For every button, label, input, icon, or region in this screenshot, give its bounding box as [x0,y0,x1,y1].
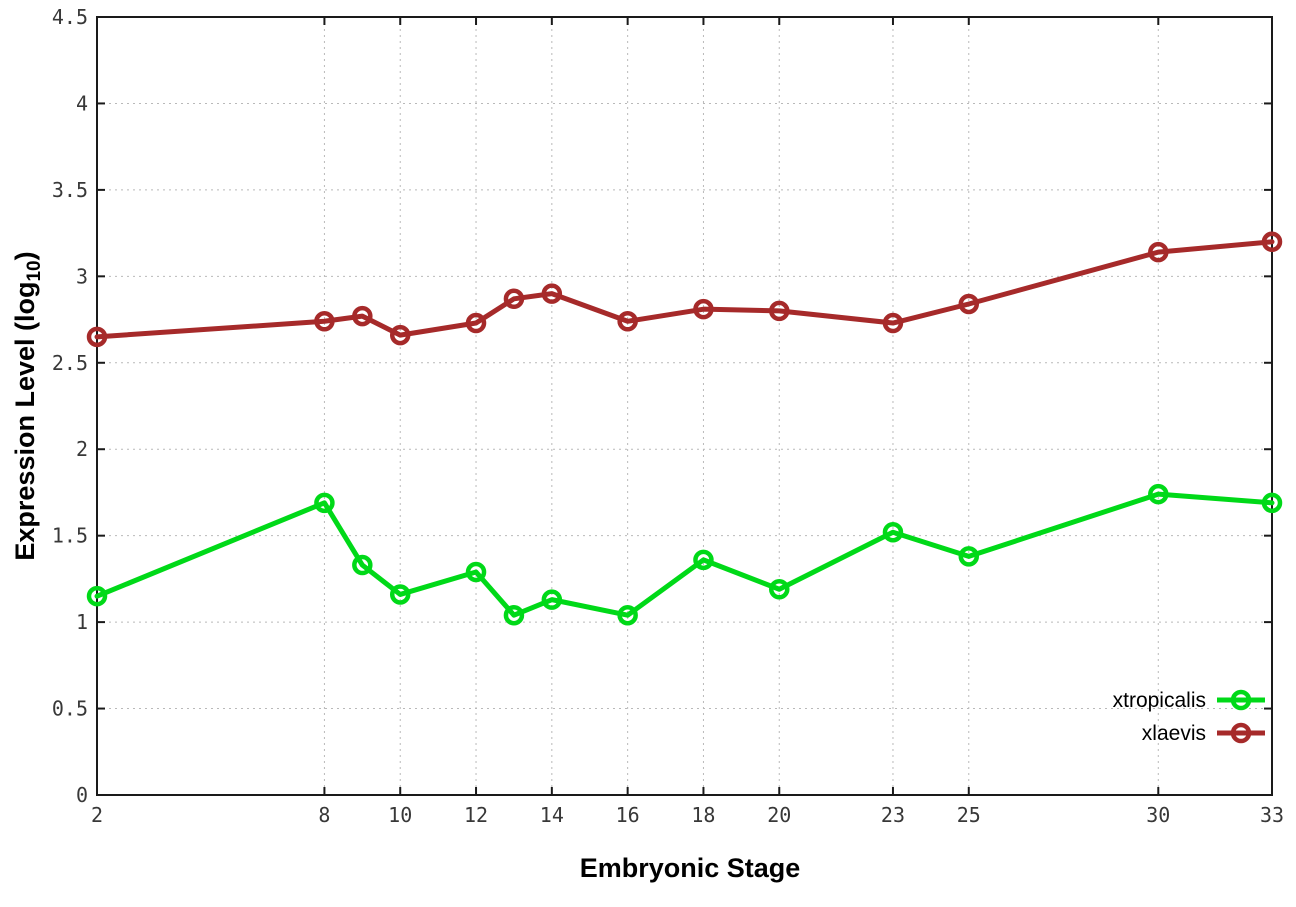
legend-row-xtropicalis: xtropicalis [1113,689,1265,712]
data-point-xlaevis [882,312,904,334]
y-tick-label: 2.5 [52,351,88,375]
legend-label-xlaevis: xlaevis [1142,722,1206,745]
data-point-xlaevis [503,288,525,310]
data-point-xlaevis [86,326,108,348]
y-axis-label: Expression Level (log10) [10,251,45,560]
y-tick-label: 3.5 [52,178,88,202]
data-point-xtropicalis [617,604,638,626]
legend-marker-xtropicalis [1230,689,1252,711]
data-point-xtropicalis [769,579,790,600]
data-point-xlaevis [693,298,714,320]
data-point-xlaevis [314,311,335,332]
y-tick-label: 0.5 [52,697,88,721]
data-series-layer [86,231,1283,626]
legend-row-xlaevis: xlaevis [1142,722,1265,745]
series-line-xlaevis [94,239,1275,340]
x-tick-label: 14 [540,803,564,827]
grid-lines [96,16,1273,796]
series-xlaevis [86,231,1283,348]
data-point-xlaevis [389,324,411,346]
series-xtropicalis [86,483,1283,626]
data-point-xtropicalis [352,554,373,576]
x-tick-label: 30 [1146,803,1170,827]
y-tick-label: 2 [76,437,88,461]
y-tick-label: 4.5 [52,5,88,29]
data-point-xtropicalis [1148,483,1169,505]
legend: xtropicalis xlaevis [1113,689,1265,745]
y-tick-label: 4 [76,91,88,115]
x-tick-label: 12 [464,803,488,827]
data-point-xlaevis [1148,241,1169,263]
data-point-xtropicalis [882,521,904,543]
data-point-xtropicalis [389,584,411,605]
data-point-xlaevis [769,300,790,322]
series-line-xtropicalis [94,491,1275,618]
data-point-xtropicalis [465,561,487,583]
data-point-xlaevis [1261,231,1283,253]
x-tick-label: 18 [691,803,715,827]
legend-label-xtropicalis: xtropicalis [1113,689,1206,712]
x-tick-label: 16 [616,803,640,827]
data-point-xlaevis [958,293,980,315]
x-tick-label: 20 [767,803,791,827]
y-tick-label: 0 [76,783,88,807]
x-tick-label: 33 [1260,803,1284,827]
data-point-xtropicalis [541,589,563,610]
data-point-xtropicalis [958,546,980,567]
data-point-xlaevis [617,311,638,332]
axis-tick-marks [96,16,1273,796]
data-point-xlaevis [352,305,373,327]
data-point-xtropicalis [1261,492,1283,514]
data-point-xtropicalis [503,604,525,626]
x-tick-label: 23 [881,803,905,827]
x-axis-label: Embryonic Stage [580,853,801,883]
x-tick-label: 10 [388,803,412,827]
data-point-xtropicalis [86,585,108,607]
data-point-xlaevis [541,283,563,304]
x-tick-label: 8 [318,803,330,827]
legend-marker-xlaevis [1230,722,1252,744]
y-tick-label: 3 [76,264,88,288]
plot-border [96,16,1273,796]
x-tick-label: 2 [91,803,103,827]
data-point-xtropicalis [314,492,335,514]
y-tick-label: 1.5 [52,524,88,548]
data-point-xlaevis [465,312,487,334]
x-tick-label: 25 [957,803,981,827]
data-point-xtropicalis [693,549,714,571]
y-tick-label: 1 [76,610,88,634]
tick-labels: 2 8 10 12 14 16 18 20 23 25 30 33 0 0.5 1 1.5 2 2.5 3 3.5 4 4… [52,5,1284,827]
